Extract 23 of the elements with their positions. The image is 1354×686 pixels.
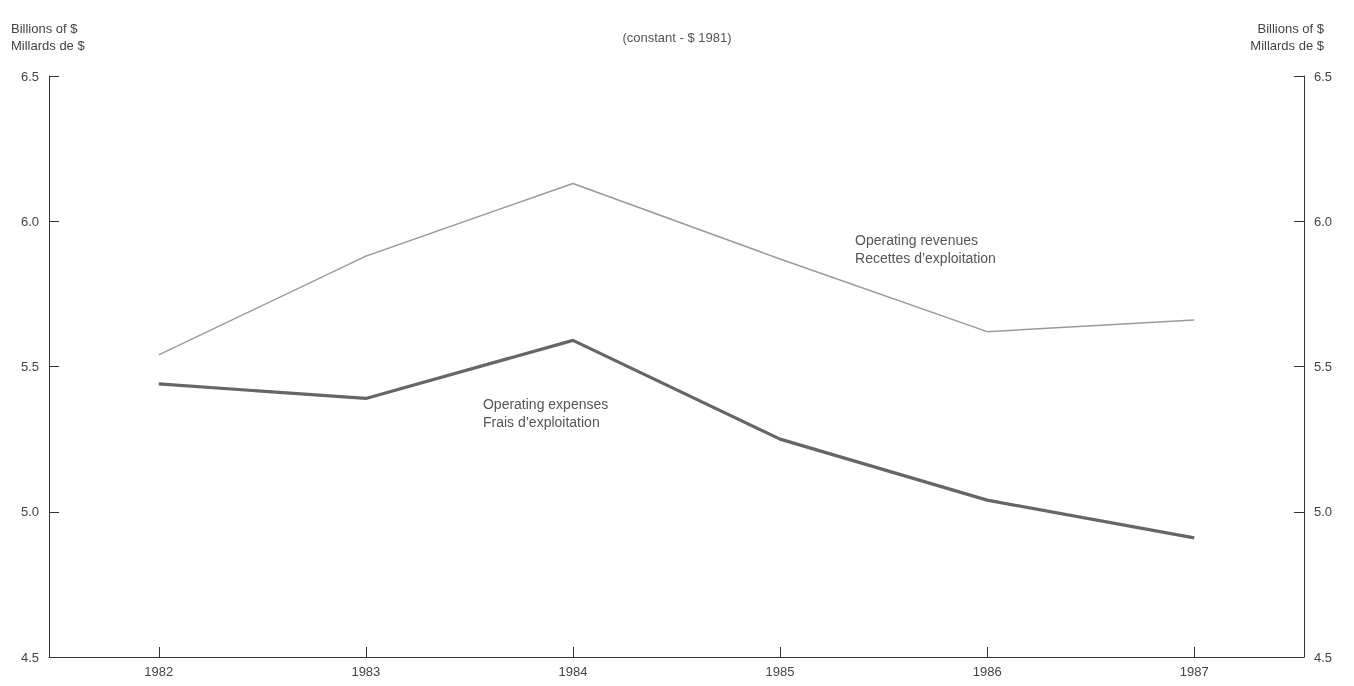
x-tick-label: 1982 (144, 664, 174, 679)
line-series (158, 182, 1195, 356)
y-tick-label: 6.0 (20, 213, 39, 229)
y2-tick-label: 6.5 (1314, 68, 1333, 84)
x-tick-label: 1986 (972, 664, 1002, 679)
chart-subtitle: (constant - $ 1981) (622, 30, 732, 45)
y2-tick-label: 4.5 (1314, 649, 1333, 665)
text: Operating expenses Frais d’exploitation (482, 396, 609, 431)
y-tick-label: 5.0 (20, 504, 39, 520)
y-tick-label: 5.5 (20, 359, 39, 374)
y2-tick-label: 5.5 (1314, 359, 1333, 374)
x-tick-label: 1985 (765, 664, 795, 679)
y-axis-title: Billions of $ Millards de $ (11, 21, 86, 53)
x-tick-label: 1983 (351, 664, 381, 679)
x-tick-label: 1984 (558, 664, 588, 679)
y2-tick-label: 6.0 (1314, 213, 1333, 229)
y2-tick-label: 5.0 (1314, 504, 1333, 520)
y2-axis-title: Billions of $ Millards de $ (1250, 21, 1325, 53)
series-label: Operating revenues Recettes d’exploitation (855, 232, 996, 267)
x-tick-label: 1987 (1179, 664, 1209, 679)
line-series (157, 338, 1196, 540)
y-tick-label: 6.5 (20, 68, 39, 84)
y-tick-label: 4.5 (20, 649, 39, 665)
